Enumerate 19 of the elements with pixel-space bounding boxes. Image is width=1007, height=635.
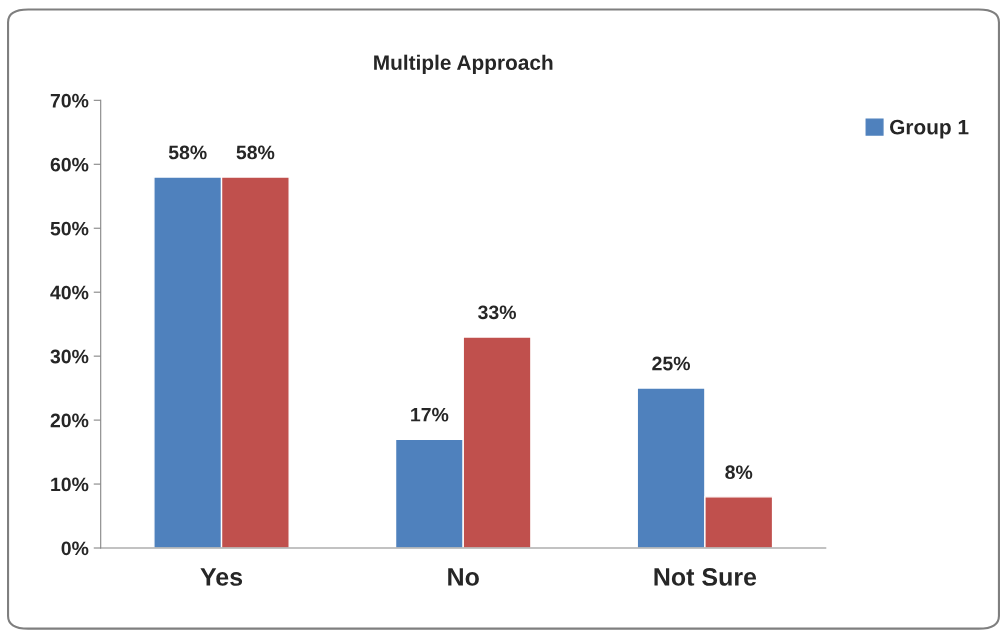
y-tick-label: 40% [50, 285, 89, 300]
x-tick-label: Not Sure [654, 568, 757, 586]
y-tick-label: 30% [50, 349, 89, 364]
x-tick-label: No [448, 568, 479, 586]
y-tick-label: 60% [50, 157, 89, 172]
legend-label: Group 1 [890, 119, 969, 139]
x-tick-label: Yes [200, 568, 243, 586]
y-tick-label: 0% [61, 541, 89, 556]
data-label: 25% [652, 356, 691, 371]
data-label: 33% [478, 305, 516, 320]
data-label: 8% [725, 465, 753, 480]
data-label: 17% [411, 407, 449, 422]
y-tick-label: 20% [50, 413, 89, 428]
data-label: 58% [168, 145, 207, 160]
y-tick-label: 10% [51, 477, 89, 492]
y-tick-label: 70% [50, 93, 89, 108]
data-label: 58% [236, 145, 275, 160]
chart-title: Multiple Approach [374, 54, 553, 75]
y-tick-label: 50% [50, 221, 89, 236]
